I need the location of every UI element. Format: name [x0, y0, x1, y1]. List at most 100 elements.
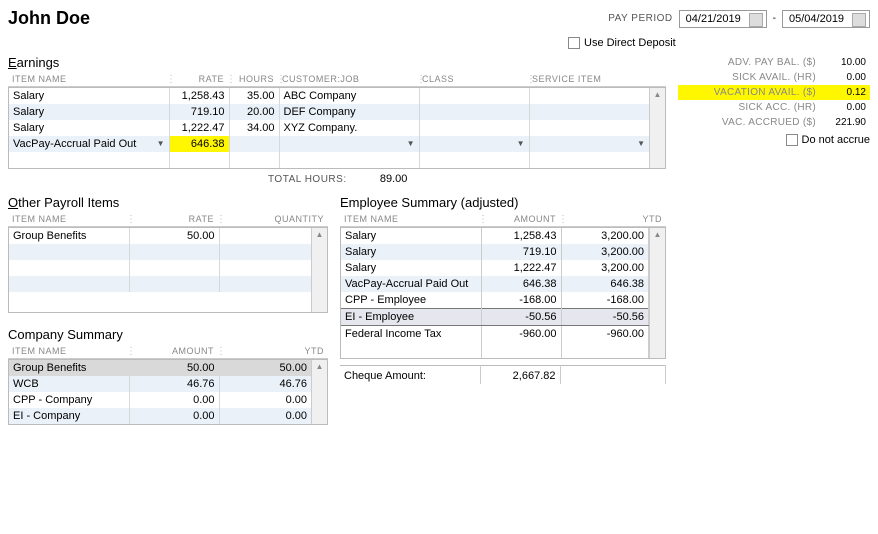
comp-ytd[interactable]: 0.00	[219, 392, 311, 408]
col-job: CUSTOMER:JOB	[278, 72, 418, 87]
other-title: Other Payroll Items	[8, 195, 328, 210]
emp-amount[interactable]: 1,258.43	[481, 228, 561, 244]
comp-amount[interactable]: 0.00	[129, 408, 219, 424]
emp-item[interactable]: Salary	[341, 260, 481, 276]
emp-amount[interactable]: 719.10	[481, 244, 561, 260]
earnings-scrollbar[interactable]	[649, 88, 665, 168]
col-hours: HOURS	[228, 72, 278, 87]
comp-col-amount: AMOUNT	[128, 344, 218, 359]
col-service: SERVICE ITEM	[528, 72, 666, 87]
emp-col-item: ITEM NAME	[340, 212, 480, 227]
earn-service[interactable]	[529, 136, 649, 152]
comp-amount[interactable]: 0.00	[129, 392, 219, 408]
employee-name: John Doe	[8, 8, 90, 29]
emp-item[interactable]: CPP - Employee	[341, 292, 481, 309]
other-col-item: ITEM NAME	[8, 212, 128, 227]
earn-item[interactable]: Salary	[9, 104, 169, 120]
emp-ytd[interactable]: 3,200.00	[561, 244, 649, 260]
comp-item[interactable]: CPP - Company	[9, 392, 129, 408]
emp-summary-title: Employee Summary (adjusted)	[340, 195, 666, 210]
comp-col-ytd: YTD	[218, 344, 328, 359]
side-label: ADV. PAY BAL. ($)	[678, 55, 820, 70]
other-col-rate: RATE	[128, 212, 218, 227]
comp-item[interactable]: Group Benefits	[9, 360, 129, 376]
emp-amount[interactable]: 1,222.47	[481, 260, 561, 276]
earn-job[interactable]: XYZ Company.	[279, 120, 419, 136]
comp-amount[interactable]: 50.00	[129, 360, 219, 376]
direct-deposit-label: Use Direct Deposit	[584, 37, 676, 49]
emp-ytd[interactable]: 3,200.00	[561, 228, 649, 244]
side-value: 0.12	[820, 85, 870, 100]
earn-service[interactable]	[529, 88, 649, 104]
side-value: 221.90	[820, 115, 870, 130]
emp-item[interactable]: Federal Income Tax	[341, 326, 481, 343]
comp-item[interactable]: WCB	[9, 376, 129, 392]
earn-rate[interactable]: 719.10	[169, 104, 229, 120]
direct-deposit-checkbox[interactable]	[568, 37, 580, 49]
accrue-label: Do not accrue	[802, 134, 870, 146]
earn-class[interactable]	[419, 120, 529, 136]
side-label: SICK AVAIL. (HR)	[678, 70, 820, 85]
earn-service[interactable]	[529, 120, 649, 136]
total-hours-label: TOTAL HOURS:	[268, 174, 347, 185]
cheque-amount: 2,667.82	[480, 366, 560, 385]
emp-ytd[interactable]: 3,200.00	[561, 260, 649, 276]
emp-item[interactable]: VacPay-Accrual Paid Out	[341, 276, 481, 292]
col-rate: RATE	[168, 72, 228, 87]
other-qty[interactable]	[219, 228, 311, 244]
earn-rate[interactable]: 1,258.43	[169, 88, 229, 104]
side-label: VAC. ACCRUED ($)	[678, 115, 820, 130]
other-scrollbar[interactable]	[311, 228, 327, 312]
earn-hours[interactable]	[229, 136, 279, 152]
other-item[interactable]: Group Benefits	[9, 228, 129, 244]
emp-ytd[interactable]: 646.38	[561, 276, 649, 292]
accrue-checkbox[interactable]	[786, 134, 798, 146]
earn-rate[interactable]: 1,222.47	[169, 120, 229, 136]
side-value: 10.00	[820, 55, 870, 70]
period-start-input[interactable]: 04/21/2019	[679, 10, 767, 28]
earn-class[interactable]	[419, 136, 529, 152]
earn-item[interactable]: Salary	[9, 120, 169, 136]
earn-class[interactable]	[419, 88, 529, 104]
emp-amount[interactable]: -50.56	[481, 309, 561, 326]
other-col-qty: QUANTITY	[218, 212, 328, 227]
emp-ytd[interactable]: -960.00	[561, 326, 649, 343]
earn-job[interactable]	[279, 136, 419, 152]
side-value: 0.00	[820, 100, 870, 115]
emp-amount[interactable]: 646.38	[481, 276, 561, 292]
earn-item[interactable]: VacPay-Accrual Paid Out	[9, 136, 169, 152]
comp-ytd[interactable]: 46.76	[219, 376, 311, 392]
period-sep: -	[773, 13, 776, 24]
col-class: CLASS	[418, 72, 528, 87]
emp-amount[interactable]: -168.00	[481, 292, 561, 309]
earn-hours[interactable]: 35.00	[229, 88, 279, 104]
side-value: 0.00	[820, 70, 870, 85]
earnings-title: Earnings	[8, 55, 666, 70]
company-scrollbar[interactable]	[311, 360, 327, 424]
comp-ytd[interactable]: 0.00	[219, 408, 311, 424]
emp-item[interactable]: EI - Employee	[341, 309, 481, 326]
earn-hours[interactable]: 20.00	[229, 104, 279, 120]
emp-ytd[interactable]: -50.56	[561, 309, 649, 326]
earn-job[interactable]: DEF Company	[279, 104, 419, 120]
emp-ytd[interactable]: -168.00	[561, 292, 649, 309]
emp-item[interactable]: Salary	[341, 228, 481, 244]
comp-amount[interactable]: 46.76	[129, 376, 219, 392]
earn-hours[interactable]: 34.00	[229, 120, 279, 136]
emp-scrollbar[interactable]	[649, 228, 665, 358]
earn-service[interactable]	[529, 104, 649, 120]
period-end-input[interactable]: 05/04/2019	[782, 10, 870, 28]
cheque-label: Cheque Amount:	[340, 366, 480, 385]
emp-col-ytd: YTD	[560, 212, 666, 227]
earn-class[interactable]	[419, 104, 529, 120]
comp-ytd[interactable]: 50.00	[219, 360, 311, 376]
comp-item[interactable]: EI - Company	[9, 408, 129, 424]
pay-period-label: PAY PERIOD	[608, 13, 672, 24]
emp-item[interactable]: Salary	[341, 244, 481, 260]
emp-amount[interactable]: -960.00	[481, 326, 561, 343]
other-rate[interactable]: 50.00	[129, 228, 219, 244]
total-hours-value: 89.00	[380, 173, 408, 185]
earn-job[interactable]: ABC Company	[279, 88, 419, 104]
earn-item[interactable]: Salary	[9, 88, 169, 104]
earn-rate[interactable]: 646.38	[169, 136, 229, 152]
